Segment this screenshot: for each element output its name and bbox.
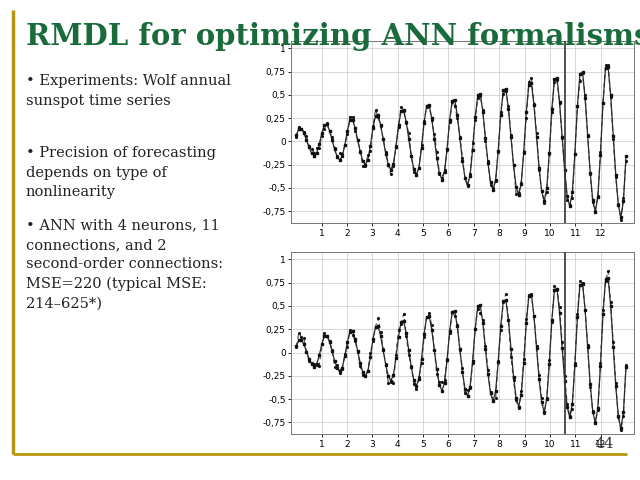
Text: RMDL for optimizing ANN formalisms: RMDL for optimizing ANN formalisms (26, 22, 640, 50)
Text: • Precision of forecasting
depends on type of
nonlinearity: • Precision of forecasting depends on ty… (26, 146, 216, 199)
Text: • ANN with 4 neurons, 11
connections, and 2
second-order connections:
MSE=220 (t: • ANN with 4 neurons, 11 connections, an… (26, 218, 223, 311)
Text: • Experiments: Wolf annual
sunspot time series: • Experiments: Wolf annual sunspot time … (26, 74, 230, 108)
Text: 44: 44 (595, 437, 614, 451)
